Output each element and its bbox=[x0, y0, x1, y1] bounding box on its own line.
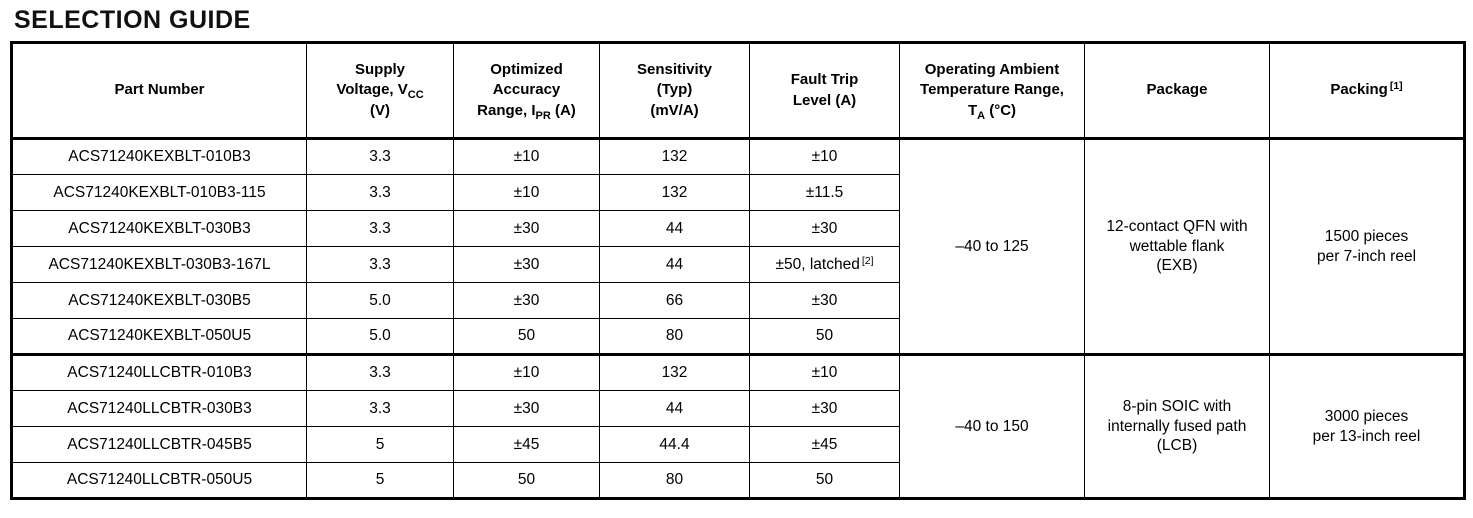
cell-part-number: ACS71240KEXBLT-050U5 bbox=[11, 318, 307, 355]
cell-sensitivity: 44 bbox=[599, 210, 750, 247]
cell-fault-trip: ±30 bbox=[749, 390, 900, 427]
cell-accuracy-range: ±10 bbox=[453, 174, 600, 211]
table-row: ACS71240LLCBTR-010B3 3.3 ±10 132 ±10 –40… bbox=[11, 353, 1465, 499]
cell-supply-voltage: 3.3 bbox=[306, 210, 454, 247]
subscript: PR bbox=[535, 109, 551, 122]
cell-accuracy-range: ±45 bbox=[453, 426, 600, 463]
header-label: Voltage, VCC bbox=[336, 81, 424, 102]
cell-supply-voltage: 5 bbox=[306, 426, 454, 463]
cell-sensitivity: 132 bbox=[599, 138, 750, 175]
header-label: Sensitivity bbox=[636, 61, 713, 79]
cell-packing: 3000 pieces per 13-inch reel bbox=[1269, 353, 1465, 499]
cell-sensitivity: 44 bbox=[599, 390, 750, 427]
cell-fault-trip: ±30 bbox=[749, 210, 900, 247]
cell-fault-trip: ±50, latched [2] bbox=[749, 246, 900, 283]
header-label: Temperature Range, bbox=[920, 81, 1064, 99]
cell-sensitivity: 132 bbox=[599, 174, 750, 211]
cell-accuracy-range: ±30 bbox=[453, 282, 600, 319]
col-header-package: Package bbox=[1084, 42, 1270, 140]
selection-guide-table: Part Number Supply Voltage, VCC (V) Opti… bbox=[10, 41, 1466, 500]
cell-accuracy-range: ±30 bbox=[453, 246, 600, 283]
cell-sensitivity: 66 bbox=[599, 282, 750, 319]
cell-part-number: ACS71240KEXBLT-030B5 bbox=[11, 282, 307, 319]
cell-fault-trip: ±11.5 bbox=[749, 174, 900, 211]
cell-part-number: ACS71240KEXBLT-030B3 bbox=[11, 210, 307, 247]
table-row: ACS71240LLCBTR-050U5 5 50 80 50 bbox=[11, 462, 1465, 499]
cell-accuracy-range: ±30 bbox=[453, 210, 600, 247]
cell-package: 8-pin SOIC with internally fused path (L… bbox=[1084, 353, 1270, 499]
cell-supply-voltage: 3.3 bbox=[306, 138, 454, 175]
cell-accuracy-range: 50 bbox=[453, 318, 600, 355]
table-row: ACS71240KEXBLT-010B3-115 3.3 ±10 132 ±11… bbox=[11, 174, 1465, 211]
cell-part-number: ACS71240LLCBTR-010B3 bbox=[11, 353, 307, 391]
cell-sensitivity: 80 bbox=[599, 462, 750, 499]
cell-sensitivity: 80 bbox=[599, 318, 750, 355]
header-row: Part Number Supply Voltage, VCC (V) Opti… bbox=[11, 42, 1465, 140]
header-label: Fault Trip bbox=[790, 71, 859, 89]
cell-accuracy-range: ±10 bbox=[453, 138, 600, 175]
header-label: (mV/A) bbox=[650, 101, 699, 119]
cell-part-number: ACS71240KEXBLT-030B3-167L bbox=[11, 246, 307, 283]
header-label: Operating Ambient bbox=[924, 61, 1060, 79]
col-header-supply-voltage: Supply Voltage, VCC (V) bbox=[306, 42, 454, 140]
cell-supply-voltage: 5.0 bbox=[306, 318, 454, 355]
header-label: Supply bbox=[354, 61, 405, 79]
header-label: Accuracy bbox=[492, 81, 561, 99]
col-header-fault-trip: Fault Trip Level (A) bbox=[749, 42, 900, 140]
table-row: ACS71240KEXBLT-010B3 3.3 ±10 132 ±10 –40… bbox=[11, 138, 1465, 355]
header-label: Level (A) bbox=[792, 91, 857, 109]
header-label: Packing bbox=[1330, 81, 1388, 99]
cell-part-number: ACS71240KEXBLT-010B3-115 bbox=[11, 174, 307, 211]
subscript: CC bbox=[407, 89, 424, 102]
cell-supply-voltage: 3.3 bbox=[306, 353, 454, 391]
cell-part-number: ACS71240KEXBLT-010B3 bbox=[11, 138, 307, 175]
table-row: ACS71240LLCBTR-045B5 5 ±45 44.4 ±45 bbox=[11, 426, 1465, 463]
header-label: Part Number bbox=[114, 81, 205, 99]
table-row: ACS71240KEXBLT-030B3 3.3 ±30 44 ±30 bbox=[11, 210, 1465, 247]
col-header-temperature-range: Operating Ambient Temperature Range, TA … bbox=[899, 42, 1085, 140]
cell-temperature-range: –40 to 150 bbox=[899, 353, 1085, 499]
header-label: Optimized bbox=[490, 61, 563, 79]
cell-fault-trip: ±30 bbox=[749, 282, 900, 319]
cell-sensitivity: 44 bbox=[599, 246, 750, 283]
cell-supply-voltage: 5.0 bbox=[306, 282, 454, 319]
col-header-accuracy-range: Optimized Accuracy Range, IPR (A) bbox=[453, 42, 600, 140]
cell-part-number: ACS71240LLCBTR-050U5 bbox=[11, 462, 307, 499]
cell-fault-trip: ±45 bbox=[749, 426, 900, 463]
cell-supply-voltage: 3.3 bbox=[306, 246, 454, 283]
footnote-ref: [2] bbox=[861, 254, 874, 267]
header-label: (V) bbox=[370, 101, 390, 119]
table-row: ACS71240KEXBLT-030B3-167L 3.3 ±30 44 ±50… bbox=[11, 246, 1465, 283]
cell-sensitivity: 132 bbox=[599, 353, 750, 391]
cell-fault-trip: 50 bbox=[749, 462, 900, 499]
cell-supply-voltage: 5 bbox=[306, 462, 454, 499]
col-header-part-number: Part Number bbox=[11, 42, 307, 140]
header-label: TA (°C) bbox=[967, 101, 1017, 122]
col-header-sensitivity: Sensitivity (Typ) (mV/A) bbox=[599, 42, 750, 140]
cell-accuracy-range: ±30 bbox=[453, 390, 600, 427]
cell-part-number: ACS71240LLCBTR-030B3 bbox=[11, 390, 307, 427]
cell-accuracy-range: ±10 bbox=[453, 353, 600, 391]
table-row: ACS71240LLCBTR-030B3 3.3 ±30 44 ±30 bbox=[11, 390, 1465, 427]
cell-sensitivity: 44.4 bbox=[599, 426, 750, 463]
subscript: A bbox=[977, 109, 986, 122]
cell-temperature-range: –40 to 125 bbox=[899, 138, 1085, 355]
col-header-packing: Packing [1] bbox=[1269, 42, 1465, 140]
page: SELECTION GUIDE Part Number Supply Volta… bbox=[10, 6, 1466, 500]
cell-accuracy-range: 50 bbox=[453, 462, 600, 499]
cell-part-number: ACS71240LLCBTR-045B5 bbox=[11, 426, 307, 463]
cell-fault-trip: 50 bbox=[749, 318, 900, 355]
table-row: ACS71240KEXBLT-050U5 5.0 50 80 50 bbox=[11, 318, 1465, 355]
page-title: SELECTION GUIDE bbox=[14, 6, 251, 34]
cell-supply-voltage: 3.3 bbox=[306, 174, 454, 211]
cell-supply-voltage: 3.3 bbox=[306, 390, 454, 427]
cell-fault-trip: ±10 bbox=[749, 138, 900, 175]
header-label: Range, IPR (A) bbox=[477, 101, 576, 122]
header-label: (Typ) bbox=[656, 81, 693, 99]
cell-packing: 1500 pieces per 7-inch reel bbox=[1269, 138, 1465, 355]
header-label: Package bbox=[1146, 81, 1208, 99]
cell-package: 12-contact QFN with wettable flank (EXB) bbox=[1084, 138, 1270, 355]
cell-fault-trip: ±10 bbox=[749, 353, 900, 391]
footnote-ref: [1] bbox=[1389, 80, 1403, 93]
